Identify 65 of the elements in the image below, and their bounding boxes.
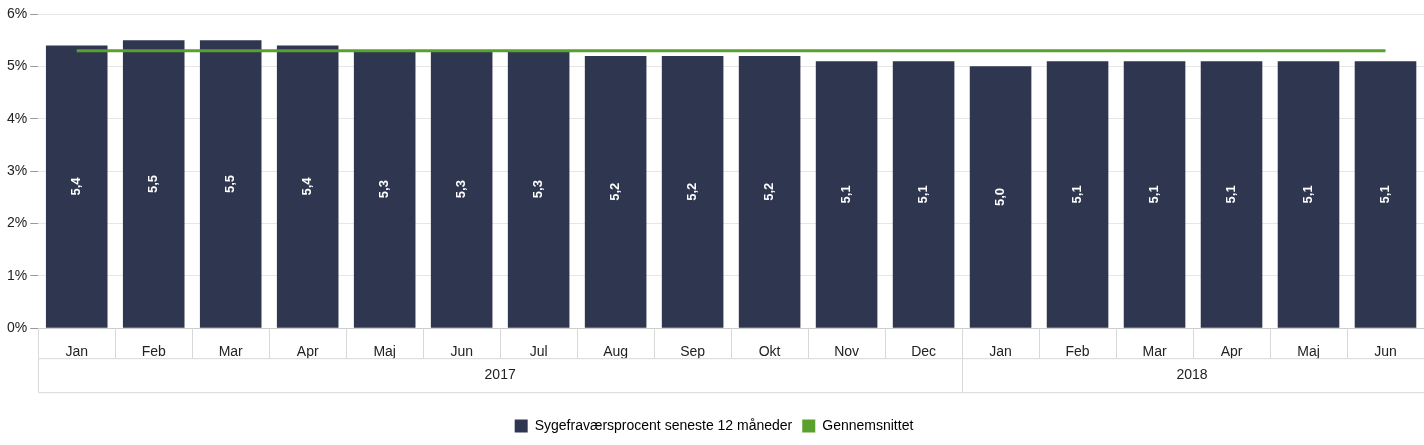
data-label: 5,2	[761, 182, 777, 201]
x-tick-label: Jan	[989, 343, 1012, 360]
data-label: 5,2	[684, 182, 700, 201]
data-label: 5,0	[992, 187, 1008, 207]
data-label: 5,1	[1223, 185, 1239, 204]
y-tick-label: 4%	[7, 109, 28, 126]
bar	[1277, 61, 1340, 328]
x-tick-label: Aug	[603, 343, 629, 360]
bar	[45, 45, 108, 328]
data-label: 5,1	[1377, 185, 1393, 204]
bar	[892, 61, 955, 328]
x-tick-label: Feb	[1065, 343, 1090, 360]
data-label: 5,1	[1146, 185, 1162, 204]
y-tick-label: 5%	[7, 57, 28, 74]
x-tick-label: Mar	[218, 343, 244, 360]
data-label: 5,4	[68, 176, 84, 196]
x-tick-label: Jun	[450, 343, 473, 360]
x-tick-label: Jan	[65, 343, 89, 360]
x-tick-label: Jun	[1374, 343, 1397, 360]
y-tick-label: 0%	[7, 319, 28, 336]
data-label: 5,5	[145, 174, 161, 193]
bar	[1123, 61, 1186, 328]
bar	[1354, 61, 1417, 328]
bar	[122, 40, 185, 328]
x-tick-label: Feb	[141, 343, 166, 360]
bar	[507, 50, 570, 328]
bar	[969, 66, 1032, 328]
x-tick-label: Nov	[834, 343, 860, 360]
bar	[815, 61, 878, 328]
x-tick-label: Maj	[1297, 343, 1320, 360]
data-label: 5,1	[915, 185, 931, 204]
x-tick-label: Mar	[1142, 343, 1167, 360]
y-tick-label: 1%	[7, 266, 28, 283]
legend-label: Sygefraværsprocent seneste 12 måneder	[534, 416, 793, 433]
data-label: 5,3	[376, 180, 392, 199]
bar	[1200, 61, 1263, 328]
y-tick-label: 6%	[7, 4, 28, 21]
x-tick-label: Jul	[529, 343, 548, 360]
bar	[199, 40, 262, 328]
bar	[584, 55, 647, 328]
data-label: 5,2	[607, 182, 623, 201]
x-tick-label: Sep	[680, 343, 706, 360]
text: 2018	[1176, 366, 1208, 383]
x-tick-label: Maj	[373, 343, 396, 360]
data-label: 5,1	[838, 185, 854, 204]
legend-label: Gennemsnittet	[822, 416, 914, 433]
bar	[276, 45, 339, 328]
y-tick-label: 3%	[7, 161, 28, 178]
data-label: 5,5	[222, 174, 238, 193]
bar	[661, 55, 724, 328]
data-label: 5,3	[530, 180, 546, 199]
x-tick-label: Apr	[1220, 343, 1243, 360]
data-label: 5,3	[453, 180, 469, 199]
bar	[430, 50, 493, 328]
data-label: 5,4	[299, 176, 315, 196]
text: 2017	[484, 366, 516, 383]
y-tick-label: 2%	[7, 214, 28, 231]
x-tick-label: Okt	[758, 343, 781, 360]
x-tick-label: Apr	[296, 343, 319, 360]
bar	[353, 50, 416, 328]
x-tick-label: Dec	[911, 343, 937, 360]
data-label: 5,1	[1300, 185, 1316, 204]
bar	[1046, 61, 1109, 328]
data-label: 5,1	[1069, 185, 1085, 204]
bar	[738, 55, 801, 328]
